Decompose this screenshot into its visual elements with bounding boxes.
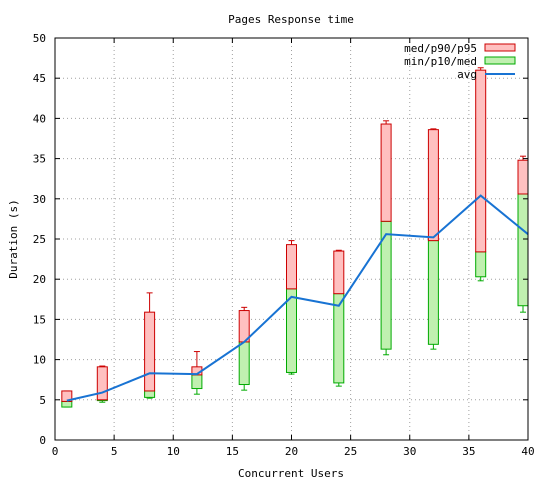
box-group — [380, 120, 392, 356]
y-tick-label: 15 — [33, 313, 46, 326]
x-tick-label: 25 — [344, 445, 357, 458]
med-p90-p95-box — [333, 250, 345, 295]
y-tick-label: 45 — [33, 72, 46, 85]
med-p90-p95-box — [144, 311, 156, 392]
box-group — [144, 292, 156, 399]
box-group — [61, 390, 73, 408]
y-tick-label: 10 — [33, 354, 46, 367]
x-axis-ticks: 0 5 10 15 20 25 30 35 40 — [52, 38, 535, 458]
y-tick-label: 40 — [33, 112, 46, 125]
x-tick-label: 40 — [521, 445, 534, 458]
box-series — [61, 67, 529, 408]
legend-swatch-upper — [484, 43, 516, 52]
legend-label: med/p90/p95 — [404, 42, 477, 55]
y-tick-label: 25 — [33, 233, 46, 246]
x-tick-label: 20 — [285, 445, 298, 458]
min-p10-med-box — [427, 240, 439, 345]
min-p10-med-box — [144, 390, 156, 398]
med-p90-p95-box — [96, 366, 108, 401]
x-tick-label: 30 — [403, 445, 416, 458]
min-p10-med-box — [238, 341, 250, 386]
box-group — [96, 365, 108, 403]
box-group — [475, 67, 487, 282]
x-tick-label: 10 — [167, 445, 180, 458]
x-tick-label: 5 — [111, 445, 118, 458]
legend-label: min/p10/med — [404, 55, 477, 68]
y-axis-label: Duration (s) — [7, 199, 20, 278]
y-tick-label: 0 — [39, 434, 46, 447]
box-group — [286, 240, 297, 375]
x-tick-label: 35 — [462, 445, 475, 458]
med-p90-p95-box — [517, 159, 529, 195]
legend-swatch-lower — [484, 56, 516, 65]
med-p90-p95-box — [475, 69, 487, 253]
y-tick-label: 35 — [33, 153, 46, 166]
box-group — [238, 306, 250, 391]
legend-label: avg — [457, 68, 477, 81]
chart-title: Pages Response time — [228, 13, 354, 26]
box-group — [427, 128, 439, 350]
y-tick-label: 30 — [33, 193, 46, 206]
med-p90-p95-box — [61, 390, 73, 402]
med-p90-p95-box — [286, 244, 297, 290]
x-tick-label: 15 — [226, 445, 239, 458]
med-p90-p95-box — [380, 123, 392, 222]
avg-line — [66, 194, 529, 402]
x-tick-label: 0 — [52, 445, 59, 458]
min-p10-med-box — [333, 293, 345, 384]
avg-series — [66, 194, 529, 402]
y-tick-label: 20 — [33, 273, 46, 286]
min-p10-med-box — [517, 193, 529, 307]
box-group — [333, 249, 345, 387]
x-axis-label: Concurrent Users — [238, 467, 344, 480]
min-p10-med-box — [191, 374, 203, 390]
y-tick-label: 5 — [39, 394, 46, 407]
min-p10-med-box — [61, 400, 73, 408]
min-p10-med-box — [475, 251, 487, 278]
y-tick-label: 50 — [33, 32, 46, 45]
grid-lines — [55, 38, 528, 440]
med-p90-p95-box — [427, 129, 439, 242]
y-axis-ticks: 0 5 10 15 20 25 30 35 40 45 50 — [33, 32, 528, 447]
